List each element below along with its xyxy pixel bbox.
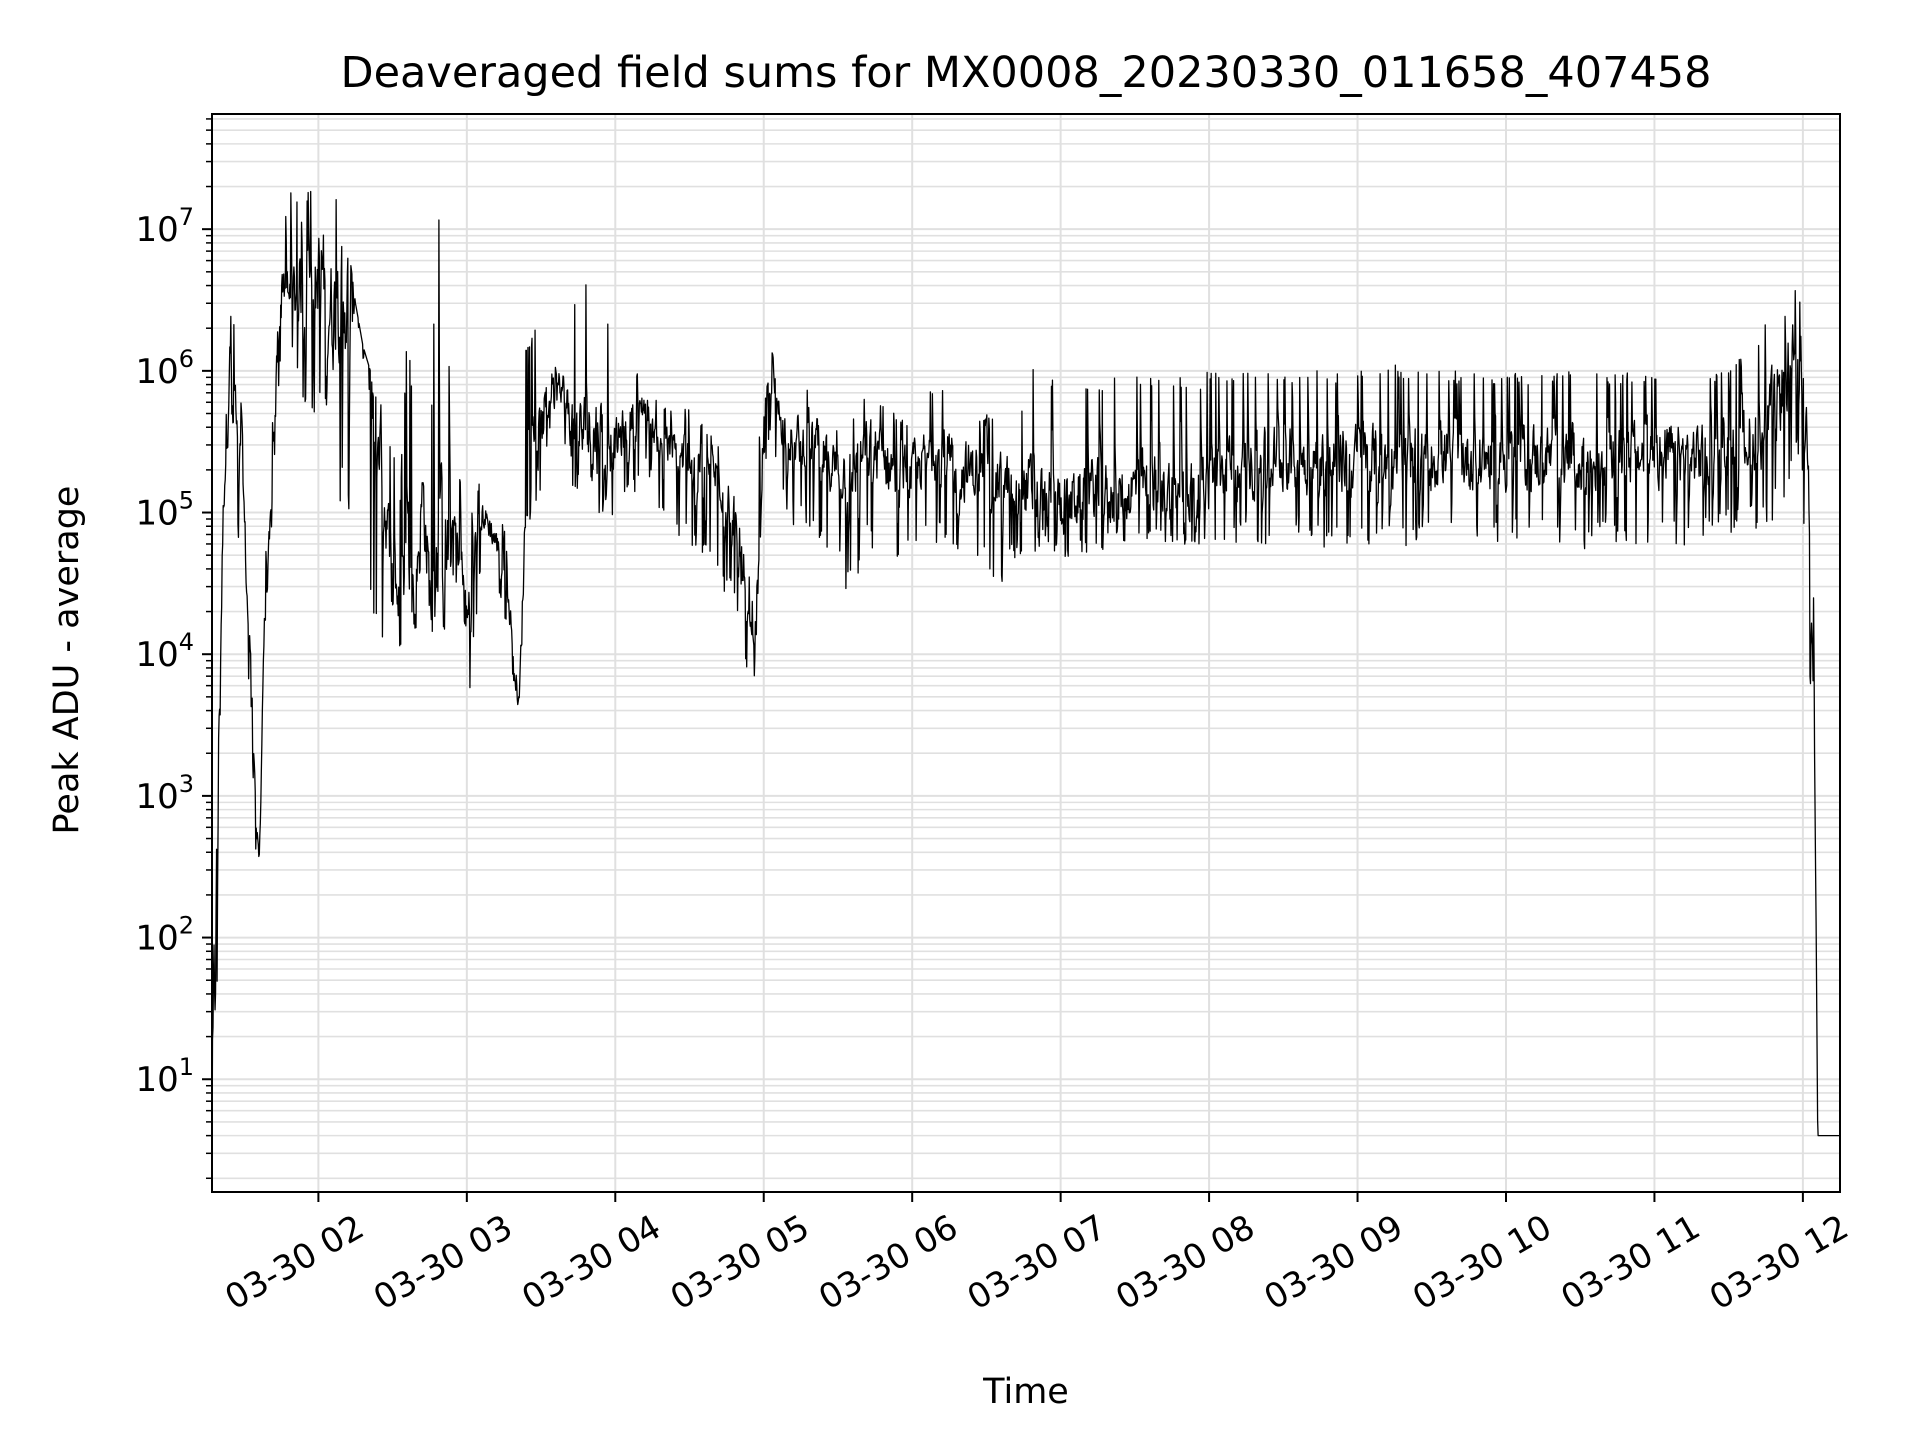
y-tick-label: 101	[135, 1053, 194, 1100]
x-axis-label: Time	[982, 1372, 1069, 1412]
y-tick-label: 106	[135, 345, 194, 392]
plot-frame	[211, 113, 1841, 1193]
grid-lines	[212, 114, 1840, 1192]
y-tick-label: 104	[135, 628, 194, 675]
y-tick-label: 102	[135, 912, 194, 959]
series-line	[212, 190, 1840, 1178]
series-plot-area	[212, 190, 1840, 1178]
y-tick-label: 107	[135, 203, 194, 250]
y-tick-label: 105	[135, 487, 194, 534]
chart-title: Deaveraged field sums for MX0008_2023033…	[340, 48, 1711, 98]
y-axis: 101 102 103 104 105 106 107	[135, 118, 212, 1180]
y-tick-label: 103	[135, 770, 194, 817]
y-axis-label: Peak ADU - average	[47, 486, 87, 835]
